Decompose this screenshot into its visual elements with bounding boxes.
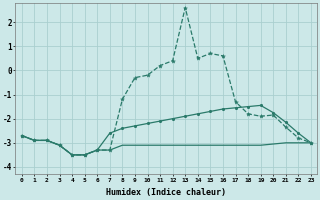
X-axis label: Humidex (Indice chaleur): Humidex (Indice chaleur): [106, 188, 226, 197]
